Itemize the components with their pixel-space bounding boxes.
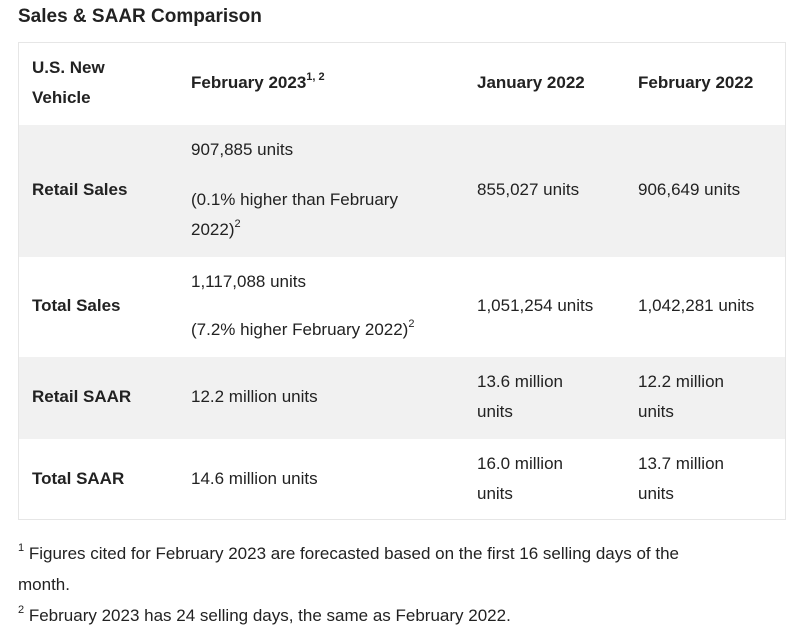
table-row: Total SAAR 14.6 million units 16.0 milli… bbox=[19, 439, 785, 519]
retail-saar-feb2022-line1: 12.2 million bbox=[638, 372, 724, 391]
total-saar-jan2022: 16.0 million units bbox=[477, 449, 563, 509]
header-january-2022: January 2022 bbox=[477, 73, 585, 92]
row-label-total-sales: Total Sales bbox=[32, 296, 121, 315]
total-saar-feb2022: 13.7 million units bbox=[638, 449, 724, 509]
footnote-2: 2 February 2023 has 24 selling days, the… bbox=[18, 600, 778, 631]
retail-sales-note-line2: 2022) bbox=[191, 220, 235, 239]
footnote-2-mark: 2 bbox=[18, 604, 25, 617]
retail-saar-jan2022-line2: units bbox=[477, 402, 513, 421]
total-saar-jan2022-line1: 16.0 million bbox=[477, 454, 563, 473]
header-col2-sup: 1, 2 bbox=[306, 71, 325, 84]
row-label-retail-sales: Retail Sales bbox=[32, 180, 128, 199]
row-label-total-saar: Total SAAR bbox=[32, 469, 125, 488]
header-col1-line1: U.S. New bbox=[32, 58, 105, 77]
footnote-1-mark: 1 bbox=[18, 542, 25, 555]
retail-sales-feb2022: 906,649 units bbox=[638, 180, 741, 199]
header-february-2022: February 2022 bbox=[638, 73, 754, 92]
total-saar-feb2022-line2: units bbox=[638, 484, 674, 503]
table-row: Total Sales 1,117,088 units (7.2% higher… bbox=[19, 257, 785, 357]
retail-sales-jan2022: 855,027 units bbox=[477, 180, 580, 199]
retail-saar-feb2023: 12.2 million units bbox=[191, 387, 318, 406]
footnote-1: 1 Figures cited for February 2023 are fo… bbox=[18, 538, 778, 600]
header-col2-text: February 2023 bbox=[191, 73, 307, 92]
total-sales-jan2022: 1,051,254 units bbox=[477, 296, 594, 315]
row-label-retail-saar: Retail SAAR bbox=[32, 387, 132, 406]
total-saar-feb2022-line1: 13.7 million bbox=[638, 454, 724, 473]
total-sales-note-text: (7.2% higher February 2022) bbox=[191, 320, 409, 339]
total-saar-jan2022-line2: units bbox=[477, 484, 513, 503]
retail-sales-note-line1: (0.1% higher than February bbox=[191, 190, 398, 209]
header-us-new-vehicle: U.S. New Vehicle bbox=[32, 53, 105, 113]
retail-saar-feb2022-line2: units bbox=[638, 402, 674, 421]
total-sales-note-sup: 2 bbox=[408, 318, 415, 331]
header-february-2023: February 20231, 2 bbox=[191, 68, 325, 98]
table-row: Retail Sales 907,885 units (0.1% higher … bbox=[19, 125, 785, 257]
retail-sales-feb2023-note: (0.1% higher than February 2022)2 bbox=[191, 185, 398, 245]
total-sales-feb2023-value: 1,117,088 units bbox=[191, 272, 306, 291]
table-row: Retail SAAR 12.2 million units 13.6 mill… bbox=[19, 357, 785, 439]
retail-sales-feb2023-value: 907,885 units bbox=[191, 140, 294, 159]
page-title: Sales & SAAR Comparison bbox=[18, 6, 262, 27]
retail-saar-feb2022: 12.2 million units bbox=[638, 367, 724, 427]
retail-saar-jan2022-line1: 13.6 million bbox=[477, 372, 563, 391]
header-col1-line2: Vehicle bbox=[32, 88, 91, 107]
total-saar-feb2023: 14.6 million units bbox=[191, 469, 318, 488]
footnote-2-text: February 2023 has 24 selling days, the s… bbox=[24, 606, 511, 625]
retail-sales-note-sup: 2 bbox=[234, 218, 241, 231]
total-sales-feb2022: 1,042,281 units bbox=[638, 296, 755, 315]
footnote-1-line2: month. bbox=[18, 575, 70, 594]
retail-saar-jan2022: 13.6 million units bbox=[477, 367, 563, 427]
footnote-1-line1: Figures cited for February 2023 are fore… bbox=[24, 544, 679, 563]
total-sales-feb2023-note: (7.2% higher February 2022)2 bbox=[191, 315, 414, 345]
comparison-table: U.S. New Vehicle February 20231, 2 Janua… bbox=[18, 42, 786, 520]
table-header-row: U.S. New Vehicle February 20231, 2 Janua… bbox=[19, 43, 785, 125]
